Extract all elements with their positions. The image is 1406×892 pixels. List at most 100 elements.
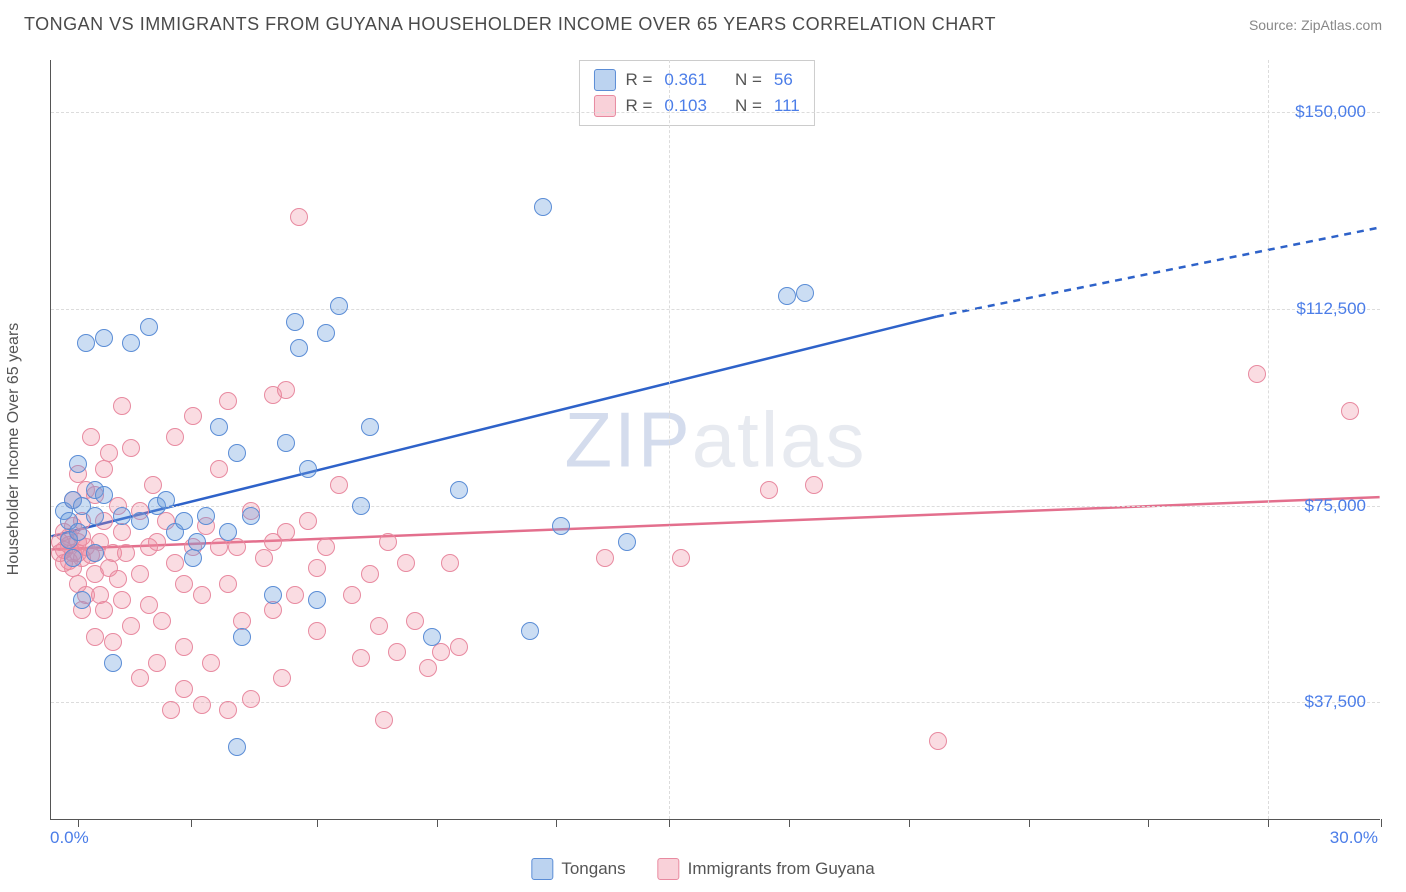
data-point-guyana (219, 575, 237, 593)
data-point-tongan (77, 334, 95, 352)
data-point-guyana (929, 732, 947, 750)
data-point-guyana (277, 381, 295, 399)
x-tick (556, 819, 557, 827)
data-point-tongan (95, 329, 113, 347)
data-point-guyana (153, 612, 171, 630)
data-point-tongan (175, 512, 193, 530)
data-point-guyana (352, 649, 370, 667)
data-point-guyana (379, 533, 397, 551)
data-point-guyana (432, 643, 450, 661)
data-point-guyana (388, 643, 406, 661)
legend-row-pink: R = 0.103 N = 111 (593, 93, 799, 119)
data-point-tongan (184, 549, 202, 567)
data-point-guyana (113, 591, 131, 609)
y-tick-label: $37,500 (1305, 692, 1366, 712)
data-point-tongan (73, 591, 91, 609)
data-point-guyana (113, 523, 131, 541)
data-point-tongan (618, 533, 636, 551)
data-point-guyana (308, 559, 326, 577)
x-tick (191, 819, 192, 827)
data-point-guyana (361, 565, 379, 583)
data-point-guyana (290, 208, 308, 226)
data-point-tongan (450, 481, 468, 499)
y-tick-label: $112,500 (1296, 299, 1366, 319)
data-point-guyana (122, 617, 140, 635)
data-point-tongan (188, 533, 206, 551)
data-point-guyana (210, 538, 228, 556)
data-point-tongan (552, 517, 570, 535)
data-point-guyana (193, 696, 211, 714)
data-point-guyana (122, 439, 140, 457)
data-point-guyana (95, 460, 113, 478)
data-point-tongan (228, 738, 246, 756)
data-point-tongan (69, 455, 87, 473)
data-point-guyana (175, 575, 193, 593)
data-point-guyana (672, 549, 690, 567)
data-point-guyana (184, 407, 202, 425)
y-tick-label: $150,000 (1295, 102, 1366, 122)
x-min-label: 0.0% (50, 828, 89, 848)
data-point-tongan (140, 318, 158, 336)
data-point-guyana (1248, 365, 1266, 383)
data-point-guyana (596, 549, 614, 567)
data-point-tongan (317, 324, 335, 342)
data-point-tongan (286, 313, 304, 331)
data-point-guyana (219, 392, 237, 410)
data-point-guyana (760, 481, 778, 499)
data-point-guyana (441, 554, 459, 572)
data-point-tongan (131, 512, 149, 530)
data-point-guyana (100, 444, 118, 462)
data-point-tongan (778, 287, 796, 305)
legend-swatch-pink (658, 858, 680, 880)
data-point-tongan (330, 297, 348, 315)
data-point-tongan (219, 523, 237, 541)
source-link[interactable]: ZipAtlas.com (1301, 17, 1382, 33)
data-point-guyana (117, 544, 135, 562)
series-legend: Tongans Immigrants from Guyana (531, 858, 874, 880)
x-tick (437, 819, 438, 827)
data-point-guyana (86, 628, 104, 646)
x-tick (1148, 819, 1149, 827)
legend-row-blue: R = 0.361 N = 56 (593, 67, 799, 93)
legend-item-guyana: Immigrants from Guyana (658, 858, 875, 880)
scatter-plot-area: ZIPatlas R = 0.361 N = 56 R = 0.103 N = … (50, 60, 1380, 820)
data-point-guyana (406, 612, 424, 630)
data-point-guyana (131, 565, 149, 583)
chart-header: TONGAN VS IMMIGRANTS FROM GUYANA HOUSEHO… (0, 0, 1406, 45)
data-point-guyana (317, 538, 335, 556)
legend-swatch-blue (531, 858, 553, 880)
data-point-tongan (233, 628, 251, 646)
data-point-tongan (197, 507, 215, 525)
data-point-tongan (299, 460, 317, 478)
data-point-tongan (361, 418, 379, 436)
data-point-tongan (521, 622, 539, 640)
data-point-tongan (86, 544, 104, 562)
data-point-guyana (113, 397, 131, 415)
data-point-guyana (1341, 402, 1359, 420)
data-point-tongan (69, 523, 87, 541)
data-point-tongan (423, 628, 441, 646)
data-point-guyana (109, 570, 127, 588)
data-point-guyana (166, 428, 184, 446)
grid-line (51, 112, 1380, 113)
data-point-tongan (308, 591, 326, 609)
data-point-guyana (166, 554, 184, 572)
data-point-guyana (193, 586, 211, 604)
y-tick-label: $75,000 (1305, 496, 1366, 516)
data-point-guyana (264, 601, 282, 619)
data-point-guyana (419, 659, 437, 677)
data-point-guyana (219, 701, 237, 719)
x-tick (1268, 819, 1269, 827)
correlation-legend: R = 0.361 N = 56 R = 0.103 N = 111 (578, 60, 814, 126)
data-point-guyana (308, 622, 326, 640)
data-point-guyana (273, 669, 291, 687)
data-point-guyana (95, 601, 113, 619)
y-axis-title: Householder Income Over 65 years (5, 323, 23, 576)
legend-swatch-blue (593, 69, 615, 91)
data-point-guyana (375, 711, 393, 729)
data-point-tongan (534, 198, 552, 216)
data-point-tongan (113, 507, 131, 525)
chart-source: Source: ZipAtlas.com (1249, 17, 1382, 33)
grid-line (51, 309, 1380, 310)
data-point-guyana (210, 460, 228, 478)
